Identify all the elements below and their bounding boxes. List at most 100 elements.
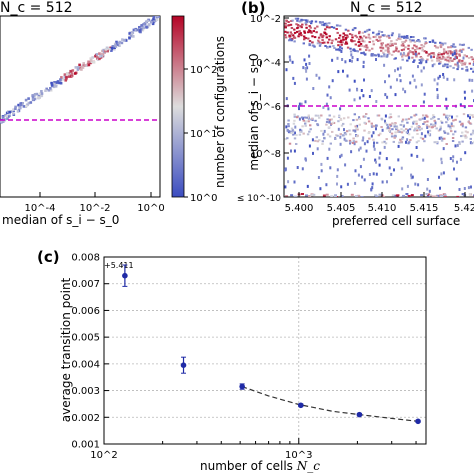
panel-b-heat-cell	[420, 83, 423, 87]
panel-b-heat-cell	[370, 89, 373, 93]
panel-b-heat-cell	[395, 39, 399, 41]
panel-b-heat-cell	[299, 130, 302, 133]
panel-a-heat-cell	[98, 57, 101, 61]
panel-b-heat-cell	[401, 58, 404, 61]
panel-a-heat-cell	[38, 96, 41, 99]
panel-b-heat-cell	[349, 141, 352, 144]
panel-b-heat-cell	[332, 45, 335, 47]
panel-b-heat-cell	[380, 126, 383, 128]
panel-b-heat-cell	[426, 126, 429, 129]
panel-b-heat-cell	[447, 124, 450, 128]
panel-b-heat-cell	[321, 21, 324, 24]
panel-b-heat-cell	[389, 124, 393, 127]
panel-b-heat-cell	[348, 129, 351, 132]
panel-b-heat-cell	[439, 58, 442, 61]
panel-b-heat-cell	[375, 38, 378, 41]
panel-b-heat-cell	[434, 195, 438, 197]
panel-b-heat-cell	[445, 97, 448, 101]
panel-b-heat-cell	[298, 33, 301, 36]
panel-a-heat-cell	[40, 94, 44, 97]
panel-b-heat-cell	[308, 144, 311, 148]
panel-b-heat-cell	[345, 130, 349, 133]
panel-b-heat-cell	[411, 136, 414, 139]
panel-b-heat-cell	[339, 133, 342, 136]
panel-b-heat-cell	[386, 180, 388, 184]
panel-b-heat-cell	[317, 176, 320, 179]
panel-b-heat-cell	[386, 123, 389, 126]
panel-b-heat-cell	[440, 139, 444, 142]
panel-b-heat-cell	[323, 129, 326, 133]
panel-b-heatmap	[284, 17, 474, 197]
panel-b-heat-cell	[432, 52, 435, 55]
panel-b-heat-cell	[380, 49, 383, 52]
panel-b-heat-cell	[359, 35, 362, 38]
panel-b-heat-cell	[393, 136, 396, 139]
panel-b-heat-cell	[350, 33, 354, 36]
panel-b-heat-cell	[355, 118, 359, 121]
panel-b-heat-cell	[425, 42, 428, 44]
panel-b-heat-cell	[336, 134, 339, 137]
panel-b-heat-cell	[370, 125, 374, 128]
panel-b-heat-cell	[293, 195, 297, 197]
panel-b-heat-cell	[353, 113, 356, 116]
panel-b-heat-cell	[467, 46, 470, 49]
panel-b-heat-cell	[406, 35, 409, 37]
panel-b-heat-cell	[382, 55, 386, 58]
panel-b-heat-cell	[453, 78, 456, 82]
panel-b-heat-cell	[390, 135, 394, 138]
panel-b-heat-cell	[330, 26, 333, 28]
panel-b-heat-cell	[423, 116, 426, 120]
panel-b-heat-cell	[307, 37, 310, 40]
panel-b-heat-cell	[452, 133, 455, 136]
panel-b-heat-cell	[456, 63, 459, 66]
panel-b-heat-cell	[306, 184, 309, 188]
panel-b-heat-cell	[299, 32, 302, 35]
panel-b-heat-cell	[407, 133, 411, 136]
panel-b-heat-cell	[460, 123, 463, 126]
panel-b-heat-cell	[335, 28, 338, 30]
panel-b-heat-cell	[435, 141, 438, 144]
panel-b-heat-cell	[438, 52, 441, 54]
panel-b-heat-cell	[328, 118, 332, 121]
panel-a-heat-cell	[69, 72, 72, 75]
panel-b-heat-cell	[300, 34, 303, 37]
panel-b-heat-cell	[304, 22, 307, 25]
panel-b-heat-cell	[462, 56, 465, 60]
panel-b-heat-cell	[351, 56, 354, 59]
panel-c-ytick-label: 0.005	[71, 333, 100, 344]
panel-a-heat-cell	[152, 17, 155, 21]
panel-b-heat-cell	[396, 78, 398, 82]
panel-b-heat-cell	[416, 47, 419, 50]
panel-b-heat-cell	[358, 116, 361, 120]
panel-b-heat-cell	[426, 178, 429, 181]
panel-b-heat-cell	[387, 51, 390, 53]
panel-b-heat-cell	[431, 116, 435, 119]
panel-b-heat-cell	[384, 49, 387, 52]
panel-b-heat-cell	[309, 124, 312, 127]
panel-b-heat-cell	[400, 49, 404, 52]
panel-b-heat-cell	[409, 81, 412, 85]
panel-b-heat-cell	[402, 194, 405, 197]
panel-a-heat-cell	[136, 28, 139, 32]
panel-b-heat-cell	[340, 195, 344, 197]
panel-b-heat-cell	[413, 41, 417, 43]
panel-b-heat-cell	[380, 55, 383, 58]
panel-b-heat-cell	[383, 34, 386, 37]
panel-b-heat-cell	[456, 143, 459, 147]
panel-b-heat-cell	[471, 114, 474, 117]
panel-b-title: N_c = 512	[350, 0, 423, 16]
panel-a-heat-cell	[65, 76, 68, 79]
panel-b-heat-cell	[293, 115, 296, 118]
panel-b-heat-cell	[371, 54, 375, 57]
panel-b-heat-cell	[345, 34, 349, 37]
panel-b-heat-cell	[374, 194, 378, 197]
panel-b-heat-cell	[386, 126, 390, 129]
panel-b-heat-cell	[371, 182, 374, 186]
panel-b-heat-cell	[422, 45, 426, 48]
panel-b-heat-cell	[363, 40, 366, 43]
panel-b-heat-cell	[383, 63, 386, 67]
panel-b-heat-cell	[322, 23, 326, 26]
panel-b-heat-cell	[377, 114, 381, 117]
panel-b-heat-cell	[461, 140, 464, 143]
panel-b-heat-cell	[408, 38, 412, 41]
